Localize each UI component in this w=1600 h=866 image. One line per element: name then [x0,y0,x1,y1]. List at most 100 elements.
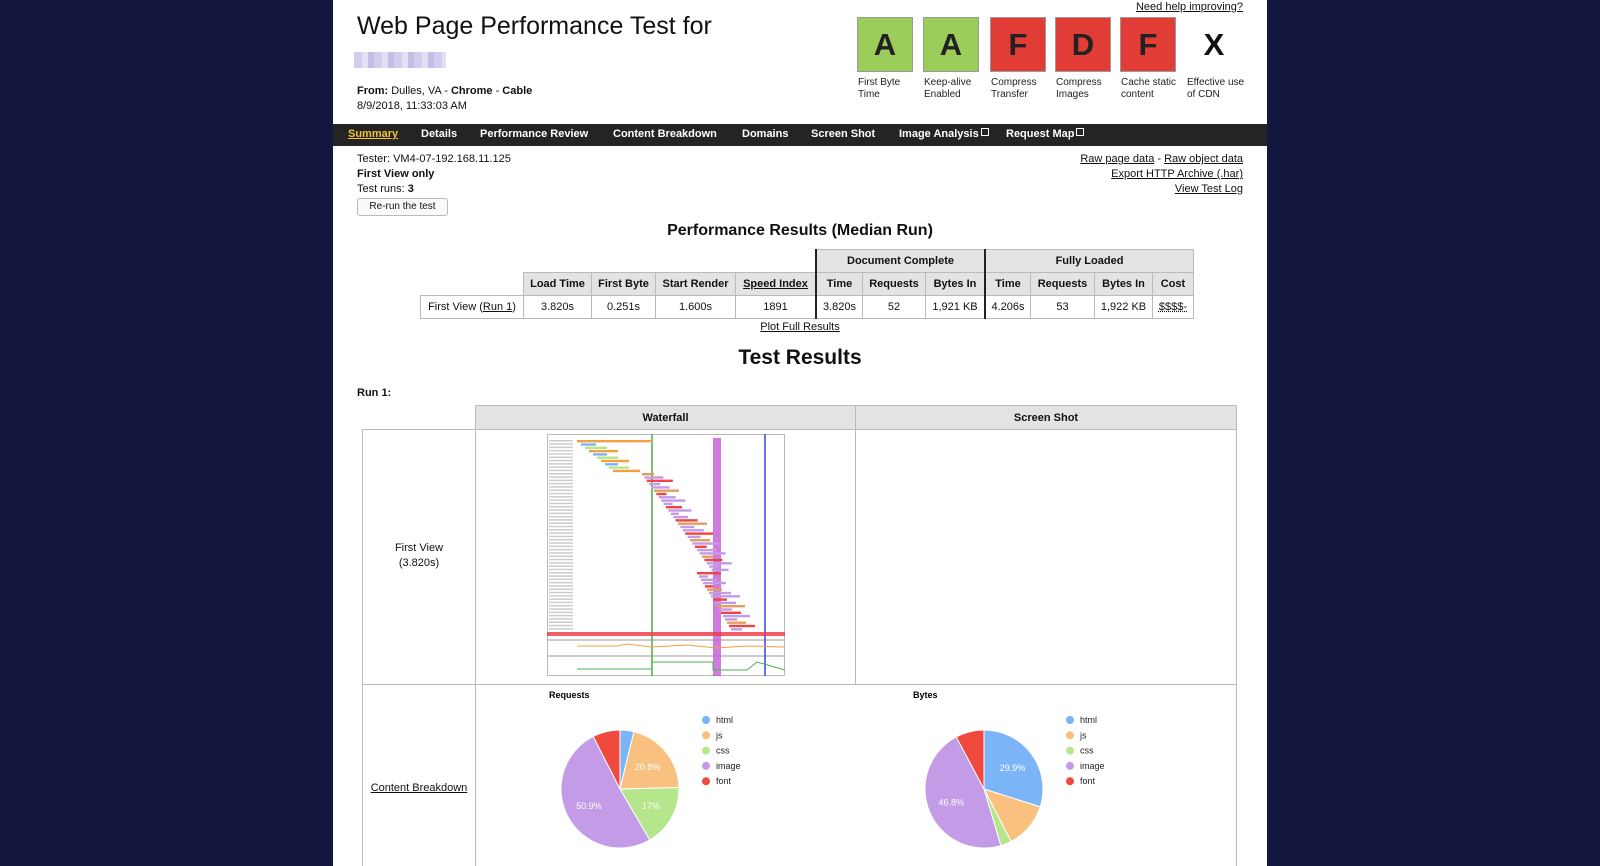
waterfall-row-label [549,588,573,590]
waterfall-bar [577,440,652,443]
browser: Chrome [450,85,493,97]
content-breakdown-link[interactable]: Content Breakdown [370,782,468,794]
legend-swatch [1066,777,1074,786]
nav-item[interactable]: Summary [348,128,399,140]
group-header-row: Document Complete Fully Loaded [421,249,1194,273]
legend-label: js [715,730,723,740]
waterfall-bar [709,591,731,595]
waterfall-bar [706,562,732,565]
test-results-title: Test Results [738,346,862,369]
nav-item[interactable]: Screen Shot [811,128,876,140]
waterfall-row-label [549,512,573,515]
waterfall-row-label [549,443,573,445]
nav-item[interactable]: Content Breakdown [613,128,717,140]
waterfall-bar [644,476,664,479]
waterfall-row-label [549,509,573,511]
column-header: Time [815,272,863,296]
waterfall-bar [719,608,732,611]
waterfall-bar [654,489,679,492]
pie-slice [619,731,680,790]
plot-link[interactable]: Plot Full Results [760,321,840,333]
waterfall-row-label [549,453,573,455]
rerun-button[interactable]: Re-run the test [357,198,448,216]
legend-label: html [1080,715,1097,725]
nav-item[interactable]: Domains [742,128,789,140]
waterfall-header: Waterfall [475,405,856,430]
connection: Cable [502,85,533,97]
screenshot-cell [855,429,1237,685]
help-link[interactable]: Need help improving? [1135,1,1243,13]
legend-swatch [1066,746,1074,755]
waterfall-bar [711,595,740,598]
waterfall-bar [727,621,746,624]
raw-object-data[interactable]: Raw object data [1164,153,1243,165]
runs-label: Test runs: [357,183,405,195]
pie-value-label: 50.9% [576,801,602,811]
pie-slice [955,729,985,790]
grade-label: First Byte Time [858,77,901,100]
waterfall-row-label [549,459,573,462]
grade-box: D [1055,17,1111,72]
metric-cell: $$$$- [1152,295,1194,319]
separator: - [492,85,503,97]
waterfall-bar [593,453,607,456]
waterfall-bar [597,456,618,459]
pie-value-label: 17% [642,801,660,811]
waterfall-bar [668,509,692,512]
raw-links: Raw page data - Raw object data [1080,153,1243,165]
grade-label: Compress Transfer [991,77,1037,100]
metric-cell: 3.820s [815,295,863,319]
waterfall-row-label [549,492,573,495]
raw-page-data[interactable]: Raw page data [1080,153,1155,165]
waterfall-bar [656,492,667,496]
nav-item[interactable]: Performance Review [480,128,589,140]
view-log[interactable]: View Test Log [1174,183,1243,195]
group-header: Document Complete [815,249,986,273]
waterfall-bar [609,466,629,469]
metric-cell: 1.600s [655,295,736,319]
row-label-text: First View ( [428,301,483,313]
waterfall-bar [658,496,676,499]
waterfall-row-label [549,499,573,501]
nav-item[interactable]: Request Map [1006,128,1084,140]
waterfall-row-label [549,449,573,452]
waterfall-row-label [549,581,573,584]
nav-item[interactable]: Details [421,128,458,140]
column-header: Bytes In [1094,272,1153,296]
waterfall-row-label [549,628,573,630]
grade-label: Cache static content [1121,77,1177,100]
waterfall-row-label [549,496,573,498]
separator: - [441,85,451,97]
run-link[interactable]: Run 1 [482,301,513,313]
screenshot-header: Screen Shot [855,405,1237,430]
content-panel: Web Page Performance Test for From: Dull… [333,0,1267,866]
waterfall-row-label [549,598,573,600]
waterfall-bar [678,522,707,525]
waterfall-row-label [549,532,573,534]
waterfall-bar [690,539,710,542]
waterfall-row-label [549,578,573,581]
waterfall-bar [601,459,629,463]
grade-box: F [1120,17,1176,72]
waterfall-bar [707,588,722,591]
waterfall-row-label [549,552,573,554]
export-har[interactable]: Export HTTP Archive (.har) [1111,168,1243,180]
waterfall-row-label [549,624,573,627]
waterfall-row-label [549,562,573,564]
group-header: Fully Loaded [984,249,1194,273]
grade-label: Compress Images [1056,77,1102,100]
waterfall-bar [701,578,717,581]
waterfall-row-label [549,572,573,574]
blank-cell [421,273,524,296]
waterfall-bar [699,552,726,555]
waterfall-row-label [549,522,573,524]
pie-title: Requests [549,690,590,700]
waterfall-row-label [549,611,573,614]
waterfall-bar [666,506,682,509]
nav-item[interactable]: Image Analysis [899,128,989,140]
waterfall-bar [711,568,729,572]
legend-swatch [702,761,710,770]
legend-label: font [716,776,732,786]
waterfall-row-label [549,469,573,472]
